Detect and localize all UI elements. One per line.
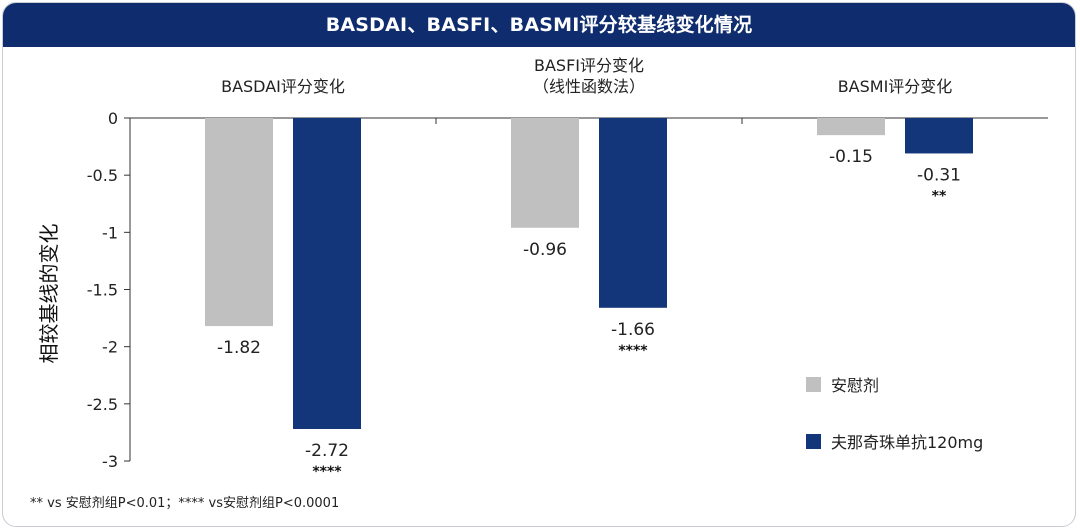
y-tick-label: -0.5 xyxy=(87,166,118,185)
data-label: -0.15 xyxy=(829,147,873,167)
data-label: -1.66 xyxy=(611,320,655,340)
y-tick-label: -1.5 xyxy=(87,281,118,300)
significance-marker: **** xyxy=(618,343,648,359)
legend-label: 夫那奇珠单抗120mg xyxy=(831,433,983,452)
y-tick-label: 0 xyxy=(108,109,118,128)
y-tick-label: -1 xyxy=(102,223,118,242)
y-tick-label: -2 xyxy=(102,338,118,357)
bar xyxy=(511,118,579,228)
y-tick-label: -3 xyxy=(102,452,118,471)
bar xyxy=(817,118,885,136)
bar xyxy=(293,118,361,429)
data-label: -1.82 xyxy=(217,338,261,358)
significance-marker: **** xyxy=(312,464,342,480)
bar xyxy=(599,118,667,308)
category-label: BASFI评分变化 xyxy=(534,56,644,75)
bar xyxy=(905,118,973,154)
legend-swatch xyxy=(806,434,821,449)
bar xyxy=(205,118,273,327)
footnote: ** vs 安慰剂组P<0.01；**** vs安慰剂组P<0.0001 xyxy=(30,496,340,511)
y-tick-label: -2.5 xyxy=(87,395,118,414)
legend-label: 安慰剂 xyxy=(831,376,879,395)
data-label: -0.96 xyxy=(523,240,567,260)
category-label: BASMI评分变化 xyxy=(838,77,953,96)
significance-marker: ** xyxy=(932,188,947,204)
category-label: BASDAI评分变化 xyxy=(221,77,345,96)
legend-swatch xyxy=(806,377,821,392)
category-label: （线性函数法） xyxy=(533,77,645,96)
chart-title: BASDAI、BASFI、BASMI评分较基线变化情况 xyxy=(3,3,1075,47)
y-axis-label: 相较基线的变化 xyxy=(37,224,61,364)
data-label: -2.72 xyxy=(305,441,349,461)
data-label: -0.31 xyxy=(917,165,961,185)
